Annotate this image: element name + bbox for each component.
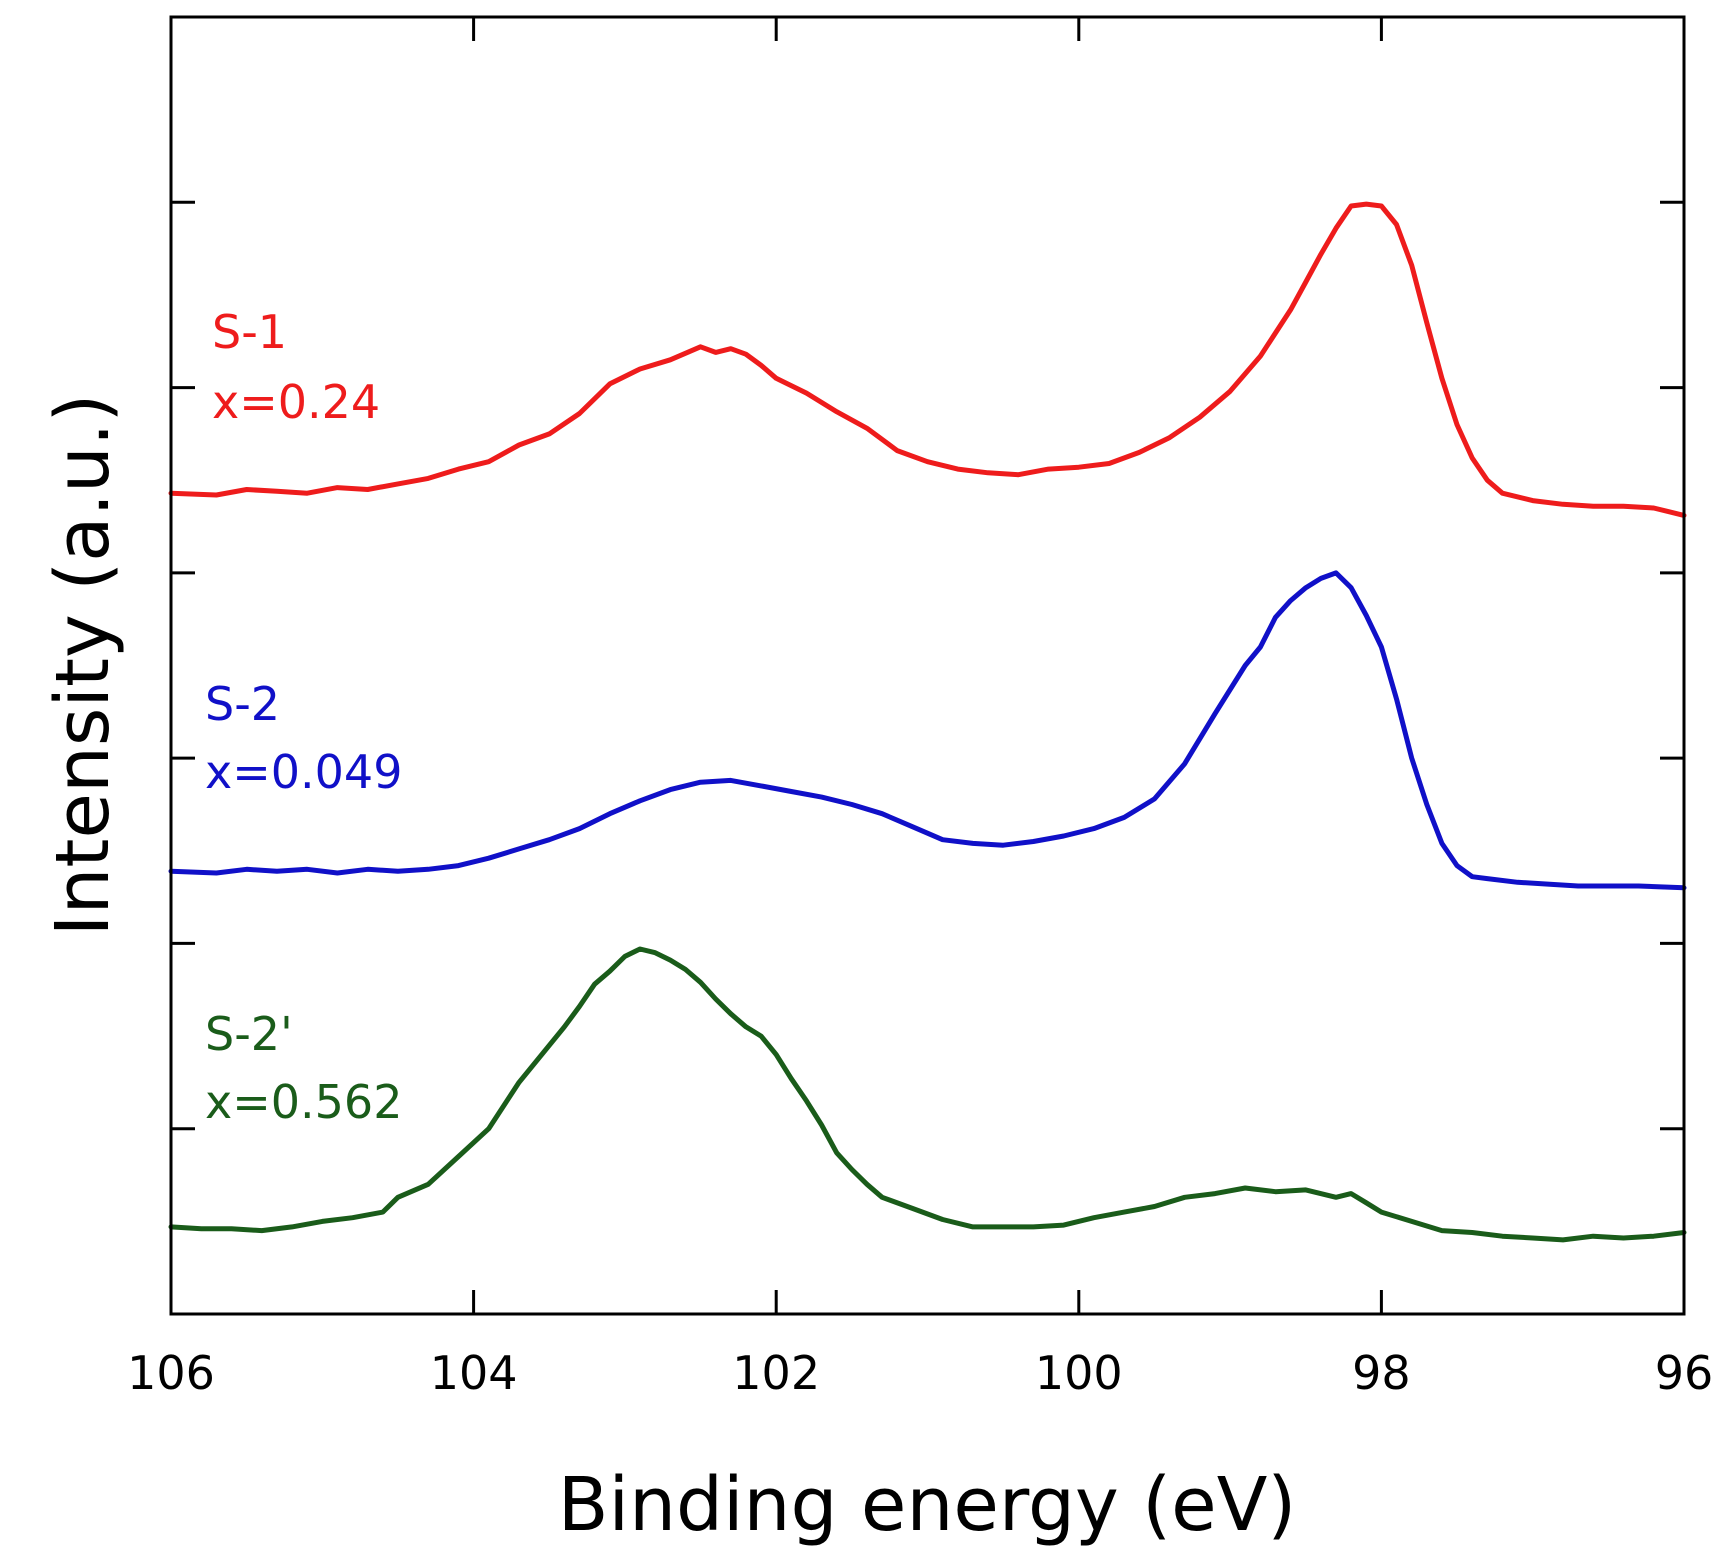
x-axis-title: Binding energy (eV): [558, 1462, 1296, 1548]
series-line-3: [168, 946, 1687, 1243]
plot-frame: [169, 15, 1686, 1316]
y-axis-title: Intensity (a.u.): [40, 394, 126, 937]
series-line-1: [168, 201, 1687, 518]
series-label-s1: S-1: [212, 305, 287, 359]
series-annotation-s2: x=0.049: [205, 745, 402, 799]
x-tick-label-106: 106: [127, 1346, 215, 1400]
series-label-s2prime: S-2': [205, 1007, 293, 1061]
x-tick-label-104: 104: [430, 1346, 518, 1400]
x-tick-label-102: 102: [732, 1346, 820, 1400]
series-annotation-s1: x=0.24: [212, 375, 380, 429]
x-tick-labels: 106 104 102 100 98 96: [127, 1346, 1713, 1400]
series-label-s2: S-2: [205, 677, 280, 731]
x-tick-label-98: 98: [1352, 1346, 1411, 1400]
series-lines: [168, 201, 1687, 1243]
series-line-2: [168, 570, 1687, 891]
x-tick-label-96: 96: [1655, 1346, 1714, 1400]
series-annotation-s2prime: x=0.562: [205, 1075, 402, 1129]
x-tick-label-100: 100: [1035, 1346, 1123, 1400]
